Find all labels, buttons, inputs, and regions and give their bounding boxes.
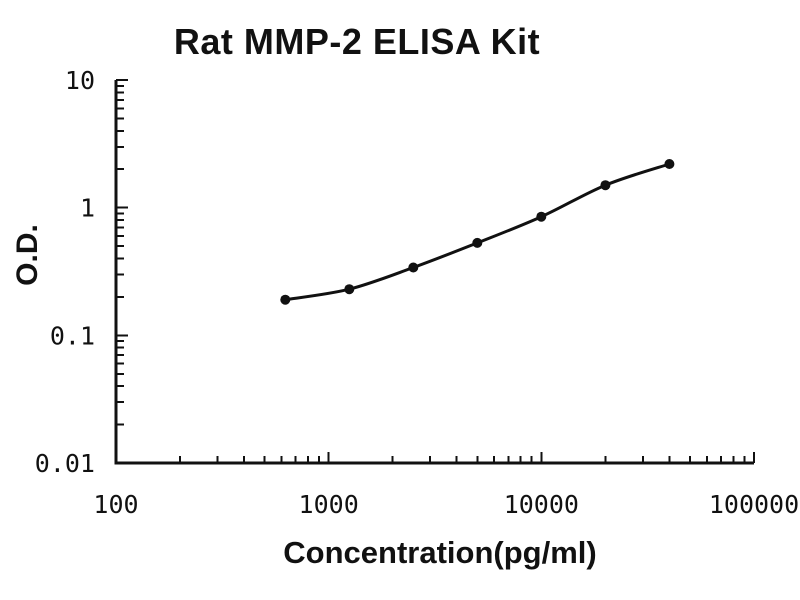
data-point-marker — [344, 284, 355, 295]
y-tick-label: 10 — [65, 66, 95, 95]
data-point-marker — [664, 159, 675, 169]
y-tick-label: 1 — [80, 194, 95, 223]
data-point-marker — [280, 294, 291, 305]
data-point-marker — [408, 262, 419, 273]
axis-lines — [114, 80, 754, 465]
standard-curve-line — [283, 162, 671, 302]
y-tick-label: 0.1 — [50, 321, 95, 350]
data-point-marker — [536, 211, 547, 222]
x-tick-label: 10000 — [504, 490, 579, 519]
data-point-marker — [472, 237, 483, 248]
x-axis-label: Concentration(pg/ml) — [283, 535, 597, 570]
x-tick-label: 100000 — [709, 490, 799, 519]
y-tick-label: 0.01 — [35, 449, 95, 478]
chart-title: Rat MMP-2 ELISA Kit — [173, 21, 541, 62]
data-point-marker — [600, 180, 611, 191]
x-tick-label: 100 — [93, 490, 138, 519]
x-tick-label: 1000 — [299, 490, 359, 519]
